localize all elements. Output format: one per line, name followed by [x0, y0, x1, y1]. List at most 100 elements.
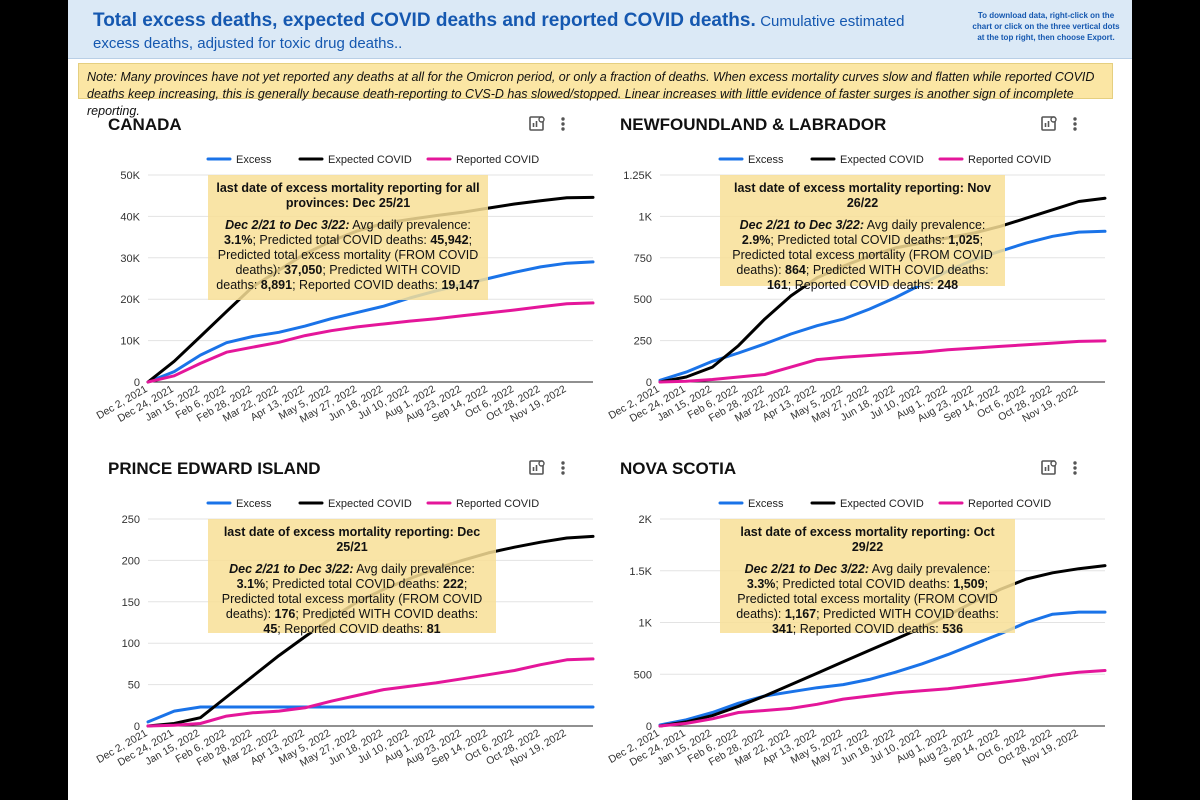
- y-tick-label: 0: [646, 377, 652, 389]
- legend-label: Excess: [748, 498, 784, 510]
- legend-label: Reported COVID: [456, 498, 539, 510]
- y-tick-label: 250: [634, 336, 652, 348]
- explore-chart-icon[interactable]: [528, 459, 546, 477]
- annotation-text: ; Predicted total COVID deaths:: [770, 233, 949, 247]
- y-tick-label: 1K: [639, 618, 653, 630]
- annotation-body: Dec 2/21 to Dec 3/22: Avg daily prevalen…: [728, 562, 1007, 637]
- series-line-excess: [658, 229, 1107, 382]
- annotation-text: ; Reported COVID deaths:: [277, 622, 427, 636]
- panel-toolbar: [528, 115, 572, 133]
- annotation-text: ; Predicted total excess mortality (FROM…: [217, 233, 479, 277]
- y-tick-label: 200: [122, 555, 140, 567]
- annotation-text: ; Predicted total excess mortality (FROM…: [736, 577, 998, 621]
- annotation-heading: last date of excess mortality reporting:…: [740, 525, 995, 554]
- chart-panel-newfoundland-labrador: NEWFOUNDLAND & LABRADOR 0 250 500 750 1K 1.25K…: [600, 115, 1120, 455]
- more-vert-icon[interactable]: [554, 115, 572, 133]
- explore-chart-icon[interactable]: [1040, 459, 1058, 477]
- annotation-text: 1,509: [953, 577, 985, 591]
- y-tick-label: 50: [128, 680, 140, 692]
- page-subtitle: Cumulative estimated excess deaths, adju…: [93, 13, 905, 52]
- annotation-text: ; Predicted WITH COVID deaths:: [805, 263, 989, 277]
- annotation-text: ; Predicted total excess mortality (FROM…: [732, 233, 993, 277]
- legend-label: Excess: [236, 498, 272, 510]
- legend-label: Expected COVID: [840, 154, 924, 166]
- annotation-text: 81: [426, 622, 441, 636]
- legend-label: Excess: [236, 154, 272, 166]
- annotation-text: ; Predicted total excess mortality (FROM…: [221, 577, 483, 621]
- panel-title: CANADA: [108, 115, 182, 134]
- annotation-box: last date of excess mortality reporting:…: [720, 519, 1015, 636]
- annotation-text: 176: [274, 607, 296, 621]
- annotation-box: last date of excess mortality reporting:…: [720, 175, 1005, 292]
- header-bar: Total excess deaths, expected COVID deat…: [68, 0, 1132, 59]
- legend-label: Reported COVID: [456, 154, 539, 166]
- y-tick-label: 1K: [639, 211, 653, 223]
- annotation-text: 45,942: [430, 233, 469, 247]
- series-line-excess: [658, 610, 1107, 727]
- annotation-text: Avg daily prevalence:: [869, 562, 991, 576]
- annotation-text: Dec 2/21 to Dec 3/22:: [229, 562, 354, 576]
- y-tick-label: 20K: [120, 294, 140, 306]
- dashboard-page: Total excess deaths, expected COVID deat…: [68, 0, 1132, 800]
- chart-panel-nova-scotia: NOVA SCOTIA 0 500 1K 1.5K 2K Dec 2, 2021 Dec 24…: [600, 459, 1120, 799]
- panel-toolbar: [528, 459, 572, 477]
- explore-chart-icon[interactable]: [1040, 115, 1058, 133]
- annotation-text: ; Predicted total COVID deaths:: [775, 577, 954, 591]
- annotation-text: 1,167: [784, 607, 817, 621]
- y-tick-label: 30K: [120, 253, 140, 265]
- annotation-text: 1,025: [948, 233, 980, 247]
- series-line-reported: [658, 669, 1107, 728]
- more-vert-icon[interactable]: [1066, 115, 1084, 133]
- annotation-text: 37,050: [284, 263, 323, 277]
- page-title: Total excess deaths, expected COVID deat…: [93, 10, 756, 31]
- annotation-text: Dec 2/21 to Dec 3/22:: [225, 218, 350, 232]
- series-line-excess: [146, 260, 595, 384]
- annotation-text: ; Reported COVID deaths:: [292, 278, 442, 292]
- annotation-text: 45: [263, 622, 278, 636]
- y-tick-label: 10K: [120, 336, 140, 348]
- annotation-text: 248: [937, 278, 959, 292]
- y-tick-label: 500: [634, 669, 652, 681]
- annotation-text: 864: [785, 263, 806, 277]
- more-vert-icon[interactable]: [1066, 459, 1084, 477]
- explore-chart-icon[interactable]: [528, 115, 546, 133]
- panel-toolbar: [1040, 459, 1084, 477]
- series-line-reported: [146, 657, 595, 728]
- y-tick-label: 150: [122, 597, 140, 609]
- legend-label: Expected COVID: [328, 498, 412, 510]
- annotation-text: Dec 2/21 to Dec 3/22:: [739, 218, 864, 232]
- annotation-text: ; Predicted WITH COVID deaths:: [216, 263, 461, 292]
- annotation-text: ; Predicted WITH COVID deaths:: [816, 607, 999, 621]
- download-instructions: To download data, right-click on the cha…: [972, 11, 1120, 42]
- legend-label: Reported COVID: [968, 154, 1051, 166]
- annotation-text: 2.9%: [741, 233, 771, 247]
- y-tick-label: 1.5K: [629, 566, 652, 578]
- annotation-body: Dec 2/21 to Dec 3/22: Avg daily prevalen…: [216, 218, 480, 293]
- series-line-reported: [146, 301, 595, 384]
- y-tick-label: 500: [634, 294, 652, 306]
- annotation-text: Dec 2/21 to Dec 3/22:: [744, 562, 869, 576]
- annotation-text: 3.3%: [746, 577, 776, 591]
- series-line-expected: [658, 564, 1107, 728]
- annotation-heading: last date of excess mortality reporting:…: [733, 181, 991, 210]
- annotation-text: ; Reported COVID deaths:: [792, 622, 943, 636]
- legend-label: Excess: [748, 154, 784, 166]
- panel-title: NEWFOUNDLAND & LABRADOR: [620, 115, 887, 134]
- panel-toolbar: [1040, 115, 1084, 133]
- annotation-box: last date of excess mortality reporting …: [208, 175, 488, 300]
- annotation-text: ; Predicted WITH COVID deaths:: [295, 607, 479, 621]
- series-line-reported: [658, 339, 1107, 384]
- annotation-box: last date of excess mortality reporting:…: [208, 519, 496, 636]
- annotation-body: Dec 2/21 to Dec 3/22: Avg daily prevalen…: [728, 218, 997, 293]
- legend-label: Expected COVID: [840, 498, 924, 510]
- annotation-text: Avg daily prevalence:: [864, 218, 986, 232]
- title-block: Total excess deaths, expected COVID deat…: [93, 10, 923, 55]
- annotation-heading: last date of excess mortality reporting …: [216, 181, 480, 210]
- annotation-text: 3.1%: [236, 577, 266, 591]
- more-vert-icon[interactable]: [554, 459, 572, 477]
- panel-title: PRINCE EDWARD ISLAND: [108, 459, 321, 478]
- y-tick-label: 0: [134, 377, 140, 389]
- annotation-text: 161: [766, 278, 788, 292]
